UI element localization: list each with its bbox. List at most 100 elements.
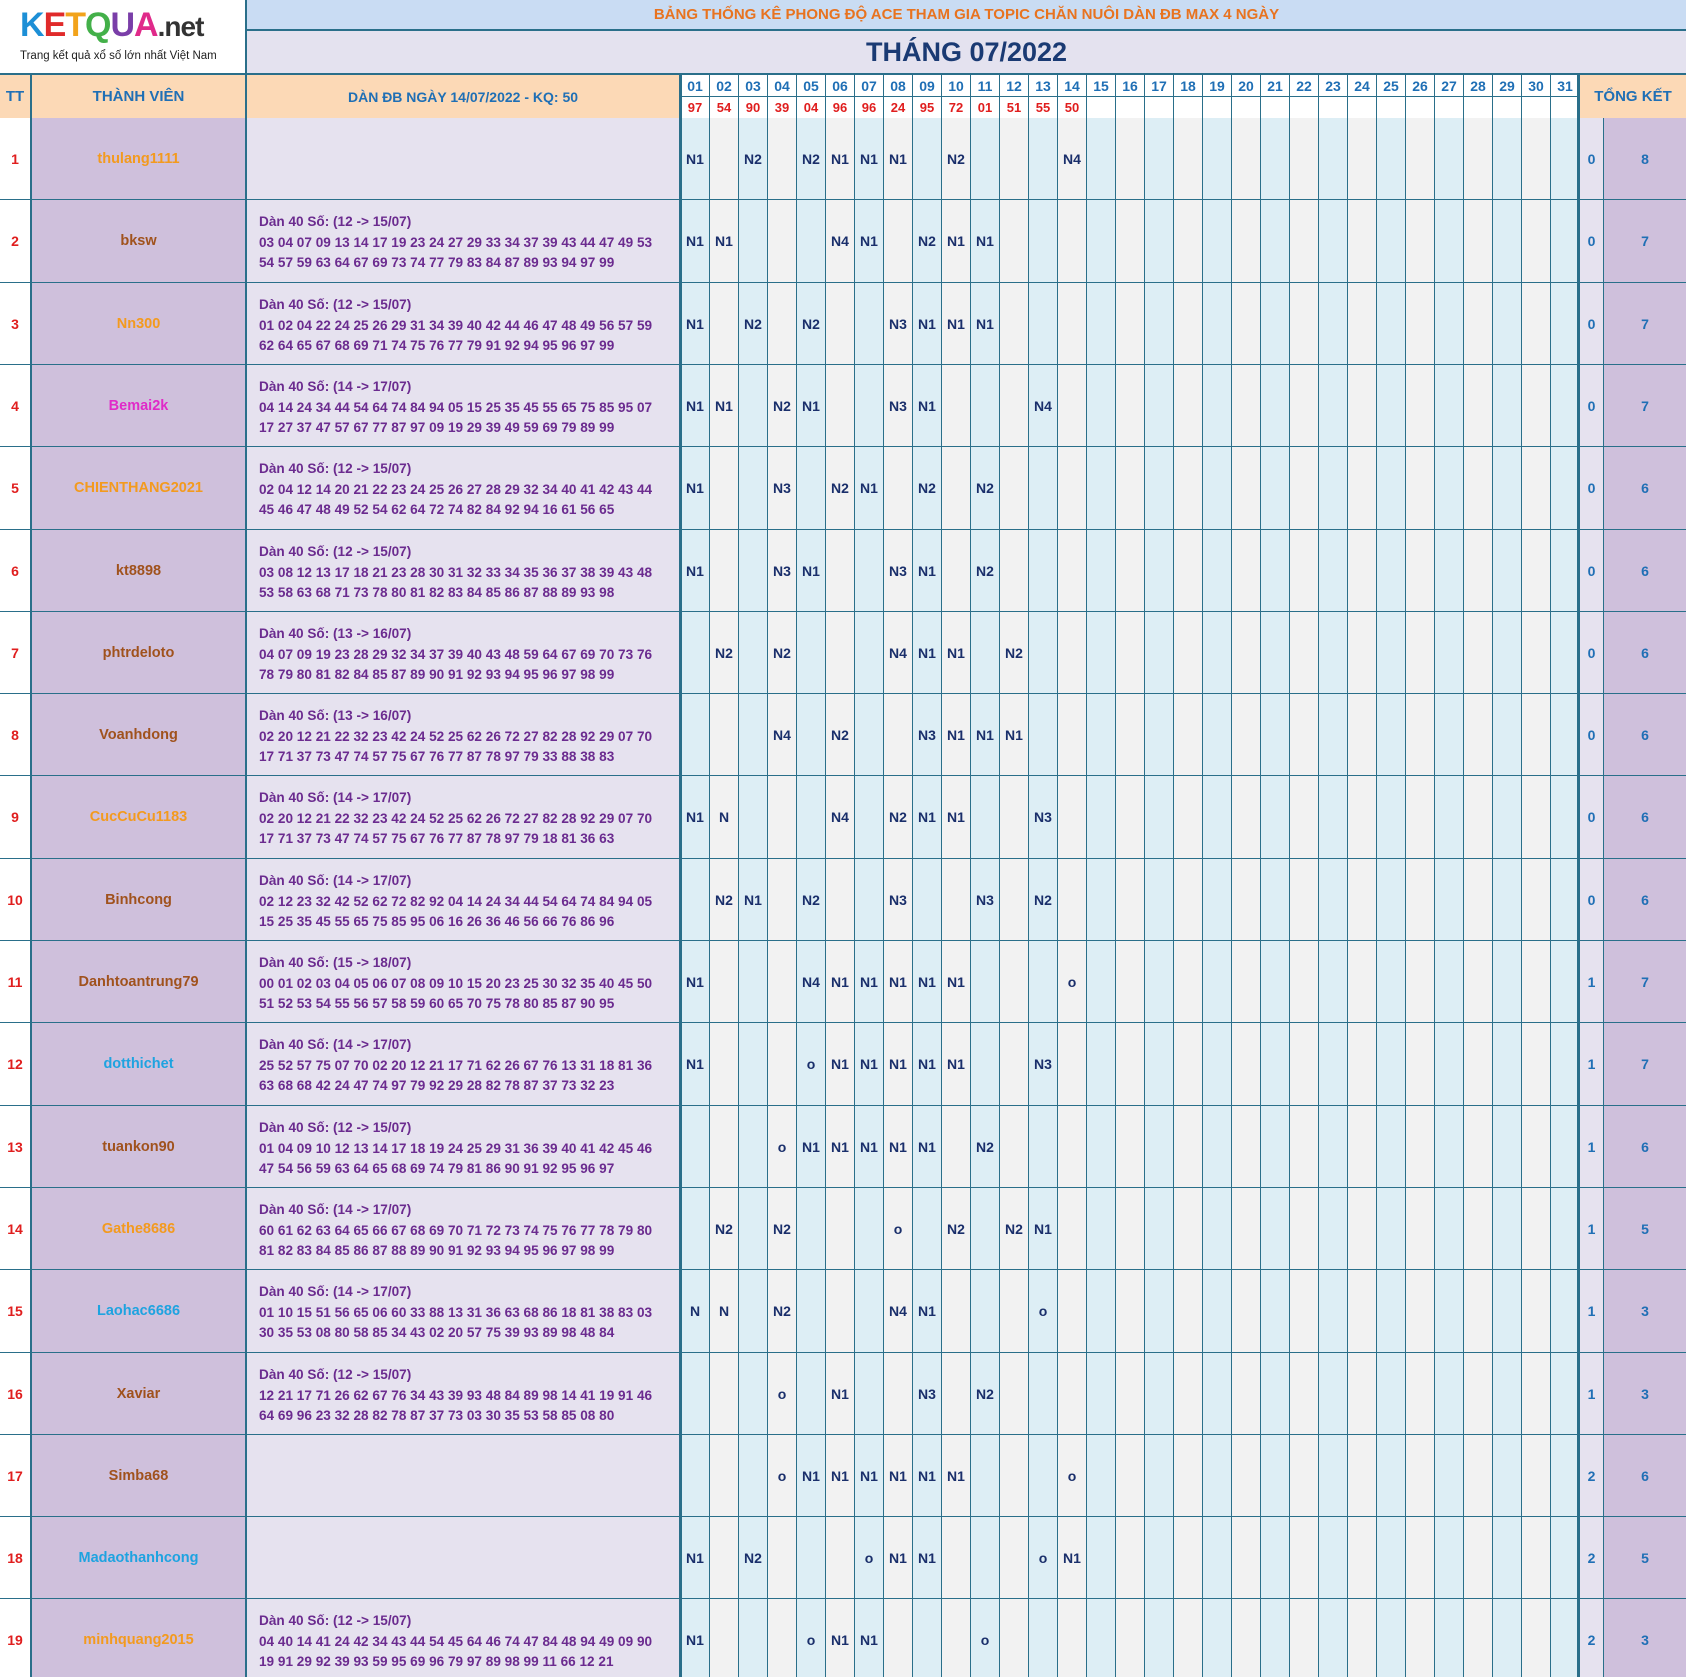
day-cell: [1087, 1106, 1116, 1188]
day-cell: [1435, 1599, 1464, 1677]
member-name[interactable]: Xaviar: [32, 1353, 247, 1435]
day-cell: [1174, 447, 1203, 530]
day-cell: N4: [797, 941, 826, 1023]
row-tt: 1: [0, 118, 32, 200]
day-cell: N1: [681, 1599, 710, 1677]
dan-line: 17 27 37 47 57 67 77 87 97 09 19 29 39 4…: [259, 420, 615, 435]
day-cell: [1464, 365, 1493, 447]
day-cell: [1319, 447, 1348, 530]
day-result: [1522, 97, 1551, 118]
day-cell: [1493, 530, 1522, 612]
day-cell: [1435, 200, 1464, 283]
member-name[interactable]: dotthichet: [32, 1023, 247, 1106]
day-cell: [1290, 1188, 1319, 1270]
member-name[interactable]: Danhtoantrung79: [32, 941, 247, 1023]
day-cell: [1029, 447, 1058, 530]
day-cell: [1058, 859, 1087, 941]
day-cell: [1377, 283, 1406, 365]
total-hit: 8: [1604, 118, 1686, 200]
day-header: 24: [1348, 75, 1377, 97]
day-cell: [1464, 1023, 1493, 1106]
header-tt: TT: [0, 75, 32, 118]
day-cell: [826, 1188, 855, 1270]
member-name[interactable]: Madaothanhcong: [32, 1517, 247, 1599]
day-cell: [1087, 283, 1116, 365]
day-cell: N1: [681, 1023, 710, 1106]
day-header: 06: [826, 75, 855, 97]
day-cell: o: [1029, 1270, 1058, 1353]
member-name[interactable]: bksw: [32, 200, 247, 283]
dan-line: 63 68 68 42 24 47 74 97 79 92 29 28 82 7…: [259, 1078, 615, 1093]
member-name[interactable]: Gathe8686: [32, 1188, 247, 1270]
day-cell: N1: [971, 283, 1000, 365]
day-result: [1232, 97, 1261, 118]
day-cell: [1058, 1188, 1087, 1270]
day-cell: [1232, 1106, 1261, 1188]
row-tt: 7: [0, 612, 32, 694]
day-cell: [1261, 941, 1290, 1023]
row-tt: 13: [0, 1106, 32, 1188]
ketqua-logo[interactable]: KETQUA.net Trang kết quả xổ số lớn nhất …: [0, 0, 247, 75]
day-cell: [942, 530, 971, 612]
day-cell: [1203, 1106, 1232, 1188]
day-cell: [1377, 612, 1406, 694]
day-cell: [1319, 1188, 1348, 1270]
day-cell: [855, 1188, 884, 1270]
day-cell: [1116, 365, 1145, 447]
day-cell: N1: [855, 1435, 884, 1517]
day-result: [1377, 97, 1406, 118]
day-cell: N2: [1000, 1188, 1029, 1270]
dan-line: 30 35 53 08 80 58 85 34 43 02 20 57 75 3…: [259, 1325, 615, 1340]
day-cell: [1029, 1599, 1058, 1677]
day-cell: N1: [884, 1106, 913, 1188]
day-cell: [1551, 1599, 1580, 1677]
day-result: [1464, 97, 1493, 118]
member-name[interactable]: thulang1111: [32, 118, 247, 200]
day-cell: [1377, 1599, 1406, 1677]
day-cell: [1290, 1435, 1319, 1517]
member-name[interactable]: Bemai2k: [32, 365, 247, 447]
day-cell: [1435, 1023, 1464, 1106]
section-divider: [1577, 75, 1579, 1677]
day-cell: [1406, 941, 1435, 1023]
total-miss: 1: [1578, 1353, 1604, 1435]
day-cell: [1058, 1599, 1087, 1677]
member-name[interactable]: Voanhdong: [32, 694, 247, 776]
day-cell: [1145, 1435, 1174, 1517]
day-cell: [1232, 200, 1261, 283]
member-name[interactable]: CucCuCu1183: [32, 776, 247, 859]
day-cell: [884, 694, 913, 776]
member-name[interactable]: minhquang2015: [32, 1599, 247, 1677]
dan-numbers: Dàn 40 Số: (14 -> 17/07) 60 61 62 63 64 6…: [247, 1188, 681, 1270]
member-name[interactable]: kt8898: [32, 530, 247, 612]
dan-line: 01 10 15 51 56 65 06 60 33 88 13 31 36 6…: [259, 1304, 653, 1320]
day-cell: N2: [768, 612, 797, 694]
day-cell: N1: [855, 941, 884, 1023]
dan-line: 53 58 63 68 71 73 78 80 81 82 83 84 85 8…: [259, 585, 615, 600]
dan-line: 03 08 12 13 17 18 21 23 28 30 31 32 33 3…: [259, 564, 653, 580]
member-name[interactable]: Nn300: [32, 283, 247, 365]
day-header: 18: [1174, 75, 1203, 97]
member-name[interactable]: phtrdeloto: [32, 612, 247, 694]
day-header: 16: [1116, 75, 1145, 97]
member-name[interactable]: CHIENTHANG2021: [32, 447, 247, 530]
day-cell: [1087, 1353, 1116, 1435]
day-cell: N4: [1029, 365, 1058, 447]
day-cell: [1174, 1435, 1203, 1517]
member-name[interactable]: Laohac6686: [32, 1270, 247, 1353]
day-cell: [1145, 1517, 1174, 1599]
day-header: 27: [1435, 75, 1464, 97]
day-cell: N1: [913, 941, 942, 1023]
day-cell: [1464, 530, 1493, 612]
day-cell: o: [971, 1599, 1000, 1677]
day-cell: N2: [971, 1353, 1000, 1435]
day-cell: N1: [913, 1106, 942, 1188]
day-cell: [1377, 118, 1406, 200]
day-header: 07: [855, 75, 884, 97]
member-name[interactable]: tuankon90: [32, 1106, 247, 1188]
day-cell: [1290, 447, 1319, 530]
day-cell: N1: [797, 1435, 826, 1517]
day-cell: N4: [1058, 118, 1087, 200]
member-name[interactable]: Binhcong: [32, 859, 247, 941]
member-name[interactable]: Simba68: [32, 1435, 247, 1517]
